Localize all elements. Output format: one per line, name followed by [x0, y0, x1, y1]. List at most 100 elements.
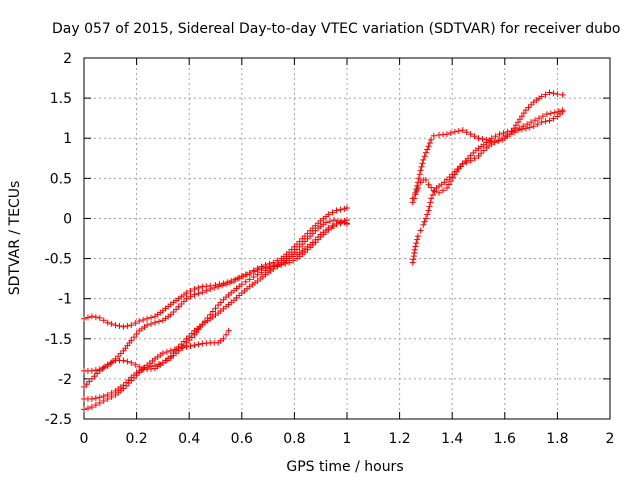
data-point	[294, 241, 301, 248]
data-point	[457, 163, 464, 170]
data-point	[286, 249, 293, 256]
data-point	[411, 249, 418, 256]
data-point	[475, 135, 482, 142]
data-point	[242, 271, 249, 278]
data-point	[299, 235, 306, 242]
data-point	[120, 323, 127, 330]
data-point	[412, 243, 419, 250]
data-point	[425, 143, 432, 150]
data-point	[84, 314, 91, 321]
data-point	[451, 168, 458, 175]
data-point	[415, 233, 422, 240]
data-point	[96, 314, 103, 321]
data-point	[155, 318, 162, 325]
data-point	[525, 104, 532, 111]
data-point	[207, 311, 214, 318]
data-point	[108, 359, 115, 366]
data-point	[152, 362, 159, 369]
data-point	[238, 273, 245, 280]
data-point	[124, 358, 131, 365]
data-point	[170, 309, 177, 316]
data-point	[325, 211, 332, 218]
data-point	[309, 241, 316, 248]
data-point	[88, 395, 95, 402]
data-point	[413, 240, 420, 247]
data-point	[195, 341, 202, 348]
data-point	[415, 179, 422, 186]
data-point	[291, 243, 298, 250]
data-point	[449, 174, 456, 181]
data-point	[104, 395, 111, 402]
data-point	[417, 227, 424, 234]
y-tick-label: -1	[58, 292, 72, 308]
data-point	[195, 290, 202, 297]
x-tick-label: 1.4	[441, 431, 463, 447]
data-point	[307, 227, 314, 234]
data-point	[550, 115, 557, 122]
y-tick-label: 1.5	[50, 91, 72, 107]
data-point	[333, 221, 340, 228]
axis-ticks	[83, 57, 611, 420]
data-point	[459, 160, 466, 167]
data-point	[447, 178, 454, 185]
series-track-b	[81, 205, 350, 374]
data-point	[413, 186, 420, 193]
data-point	[443, 184, 450, 191]
data-point	[242, 278, 249, 285]
data-point	[173, 306, 180, 313]
data-point	[140, 316, 147, 323]
data-point	[294, 246, 301, 253]
data-point	[344, 205, 350, 212]
data-point	[518, 126, 525, 133]
data-point	[133, 330, 140, 337]
data-point	[250, 274, 257, 281]
data-point	[492, 133, 499, 140]
data-point	[91, 373, 98, 380]
data-point	[480, 147, 487, 154]
data-point	[551, 109, 558, 116]
data-point	[211, 284, 218, 291]
x-tick-label: 0.8	[283, 431, 305, 447]
data-point	[538, 119, 545, 126]
data-point	[199, 289, 206, 296]
data-point	[148, 363, 155, 370]
data-point	[312, 239, 319, 246]
data-point	[409, 259, 416, 266]
data-point	[163, 357, 170, 364]
x-tick-label: 0.6	[231, 431, 253, 447]
data-point	[187, 288, 194, 295]
data-point	[120, 357, 127, 364]
data-point	[152, 319, 159, 326]
data-point	[431, 188, 438, 195]
data-point	[199, 321, 206, 328]
data-point	[309, 230, 316, 237]
data-point	[422, 215, 429, 222]
data-point	[455, 128, 462, 135]
y-tick-label: 2	[63, 51, 72, 67]
data-point	[424, 146, 431, 153]
data-point	[463, 159, 470, 166]
data-point	[136, 318, 143, 325]
y-tick-label: 1	[63, 131, 72, 147]
data-point	[220, 296, 227, 303]
x-tick-label: 1.6	[494, 431, 516, 447]
data-point	[307, 233, 314, 240]
data-point	[421, 153, 428, 160]
data-point	[270, 263, 277, 270]
data-point	[464, 155, 471, 162]
data-point	[288, 246, 295, 253]
data-point	[186, 337, 193, 344]
data-point	[187, 342, 194, 349]
data-point	[116, 322, 123, 329]
data-point	[83, 381, 90, 388]
data-point	[250, 267, 257, 274]
x-tick-label: 0.4	[178, 431, 200, 447]
data-point	[542, 118, 549, 125]
series-track-h	[409, 107, 566, 266]
data-point	[215, 283, 222, 290]
data-point	[246, 269, 253, 276]
data-point	[467, 131, 474, 138]
data-point	[108, 393, 115, 400]
data-point	[496, 131, 503, 138]
data-point	[500, 130, 507, 137]
